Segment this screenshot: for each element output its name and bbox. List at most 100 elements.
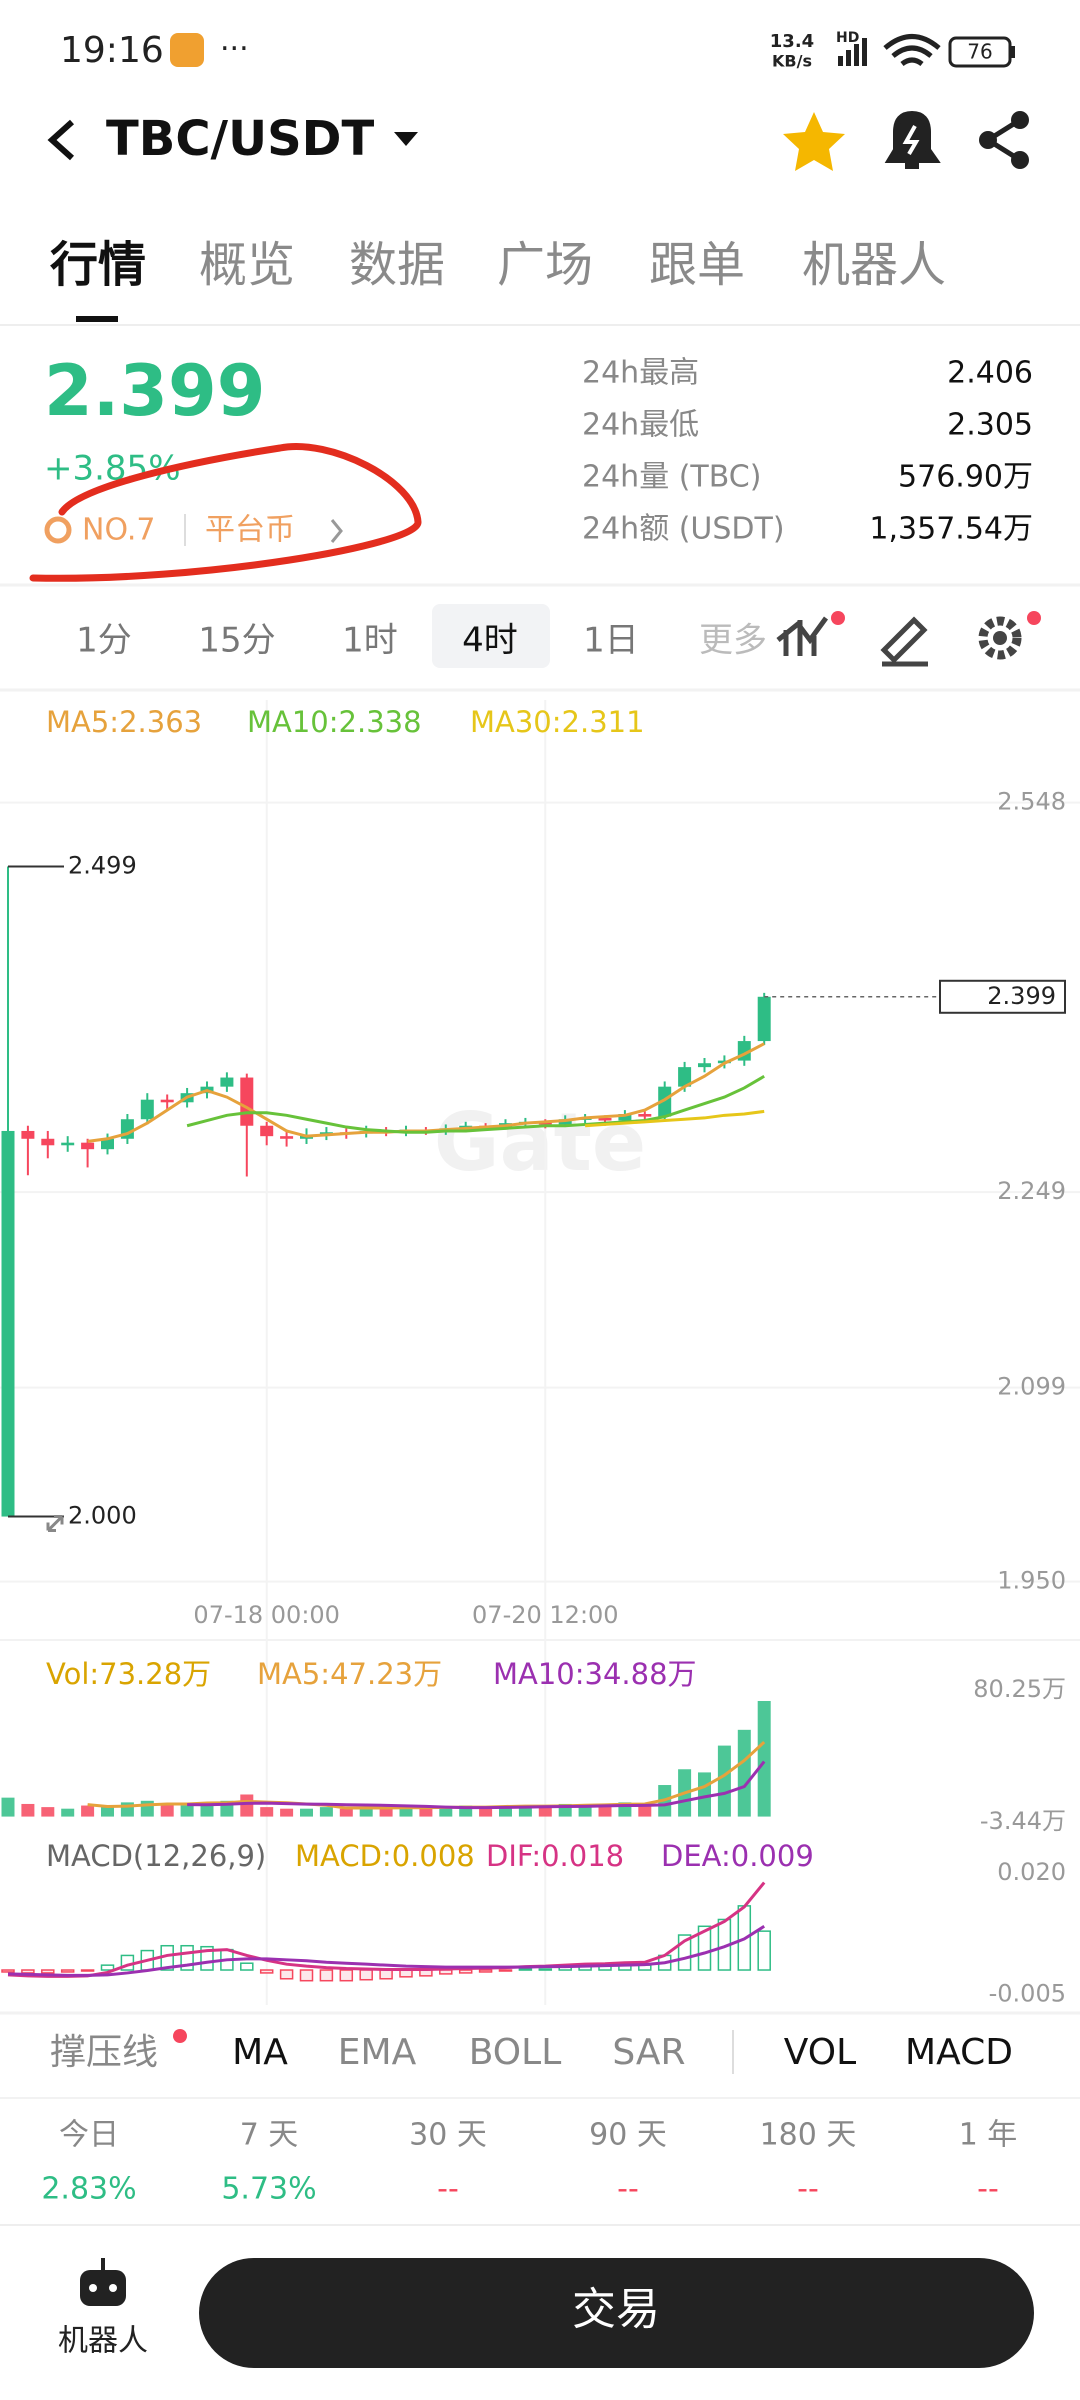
interval[interactable]: 更多 (699, 621, 767, 661)
interval[interactable]: 1时 (342, 621, 398, 661)
volume-bar (717, 1745, 731, 1817)
indicator[interactable]: SAR (612, 2032, 685, 2073)
interval[interactable]: 15分 (198, 621, 275, 661)
battery-level: 76 (967, 40, 992, 64)
indicator[interactable]: MACD (905, 2032, 1013, 2073)
volume-bar (180, 1805, 194, 1817)
indicator[interactable]: EMA (338, 2032, 417, 2073)
share-button[interactable] (979, 111, 1029, 169)
return-value: -- (437, 2172, 459, 2207)
indicator[interactable]: MA (232, 2032, 288, 2073)
last-price: 2.399 (44, 350, 265, 432)
macd-histogram (21, 1969, 35, 1974)
macd-histogram (339, 1969, 354, 1982)
volume-bar (578, 1805, 592, 1817)
robot-icon[interactable] (80, 2258, 126, 2306)
macd-histogram (399, 1969, 413, 1978)
volume-bar (737, 1729, 751, 1817)
app-icon (170, 33, 204, 67)
macd-histogram (259, 1969, 274, 1974)
macd-histogram (538, 1968, 553, 1971)
expand-icon[interactable] (46, 1515, 64, 1533)
y-tick-label: 2.548 (997, 788, 1066, 816)
indicator[interactable]: BOLL (469, 2032, 562, 2073)
tab[interactable]: 机器人 (802, 237, 946, 293)
volume-bar (419, 1808, 433, 1817)
chart-type-icon[interactable] (776, 611, 845, 656)
signal-icon (838, 38, 867, 66)
legend-entry: DEA:0.009 (661, 1839, 814, 1873)
volume-bar (518, 1807, 532, 1817)
candle-body (41, 1138, 55, 1146)
tab[interactable]: 广场 (497, 237, 593, 293)
volume-bar (21, 1803, 35, 1817)
back-button[interactable] (47, 119, 75, 161)
indicator[interactable]: 撑压线 (50, 2032, 158, 2073)
tab[interactable]: 数据 (349, 237, 445, 293)
volume-bar (459, 1805, 473, 1817)
legend-entry: MA10:2.338 (247, 705, 422, 739)
stat-label: 24h量 (TBC) (582, 460, 761, 495)
y-tick-label: 80.25万 (973, 1675, 1066, 1703)
volume-bar (300, 1808, 313, 1817)
robot-label[interactable]: 机器人 (58, 2324, 148, 2359)
tab[interactable]: 概览 (199, 237, 295, 293)
return-period: 90 天 (589, 2118, 667, 2153)
return-value: -- (617, 2172, 639, 2207)
last-price-label: 2.399 (987, 982, 1056, 1010)
tab[interactable]: 跟单 (649, 237, 745, 293)
macd-histogram (458, 1969, 473, 1974)
return-period: 1 年 (959, 2118, 1018, 2153)
return-value: 2.83% (41, 2172, 136, 2207)
return-period: 今日 (59, 2118, 119, 2153)
settings-icon[interactable] (978, 611, 1041, 660)
macd-line (7, 1925, 766, 1977)
y-tick-label: 2.249 (997, 1177, 1066, 1205)
macd-line (7, 1881, 766, 1978)
status-time: 19:16 (60, 30, 164, 71)
favorite-star[interactable] (783, 112, 845, 171)
battery-icon (948, 36, 1012, 68)
legend-entry: MA30:2.311 (470, 705, 645, 739)
candle-body (757, 996, 771, 1042)
category-tag[interactable]: 平台币 (205, 513, 295, 548)
interval[interactable]: 4时 (462, 621, 518, 661)
stat-value: 576.90万 (898, 460, 1033, 495)
volume-bar (160, 1803, 174, 1817)
indicator[interactable]: VOL (784, 2032, 856, 2073)
interval[interactable]: 1分 (76, 621, 132, 661)
new-dot (173, 2029, 187, 2043)
net-speed: 13.4 (770, 31, 814, 52)
macd-title: MACD(12,26,9) (46, 1839, 266, 1873)
macd-histogram (757, 1930, 771, 1971)
volume-bar (638, 1803, 652, 1817)
trade-label[interactable]: 交易 (572, 2284, 660, 2335)
pair-dropdown[interactable] (394, 132, 418, 146)
high-label: 2.499 (68, 852, 137, 880)
macd-histogram (697, 1925, 712, 1971)
ma-line (186, 1074, 765, 1134)
legend-entry: DIF:0.018 (486, 1839, 624, 1873)
y-tick-label: -3.44万 (980, 1807, 1066, 1835)
volume-ma-line (187, 1760, 766, 1810)
volume-bar (399, 1807, 413, 1817)
macd-histogram (359, 1969, 373, 1981)
volume-bar (538, 1805, 552, 1817)
status-more: ··· (220, 32, 249, 67)
y-tick-label: 1.950 (997, 1567, 1066, 1595)
interval[interactable]: 1日 (583, 621, 639, 661)
volume-bar (280, 1808, 294, 1817)
pair-title[interactable]: TBC/USDT (106, 111, 374, 167)
candle-body (101, 1138, 114, 1150)
macd-histogram (100, 1964, 115, 1971)
draw-tool-icon[interactable] (880, 616, 928, 667)
tab[interactable]: 行情 (50, 237, 146, 293)
candle-body (260, 1125, 274, 1137)
trade-button[interactable] (199, 2258, 1034, 2368)
macd-histogram (379, 1969, 393, 1980)
candle-body (21, 1130, 35, 1139)
return-period: 180 天 (760, 2118, 857, 2153)
rank[interactable]: NO.7 (82, 513, 155, 548)
volume-bar (41, 1807, 55, 1817)
candle-body (61, 1142, 75, 1146)
